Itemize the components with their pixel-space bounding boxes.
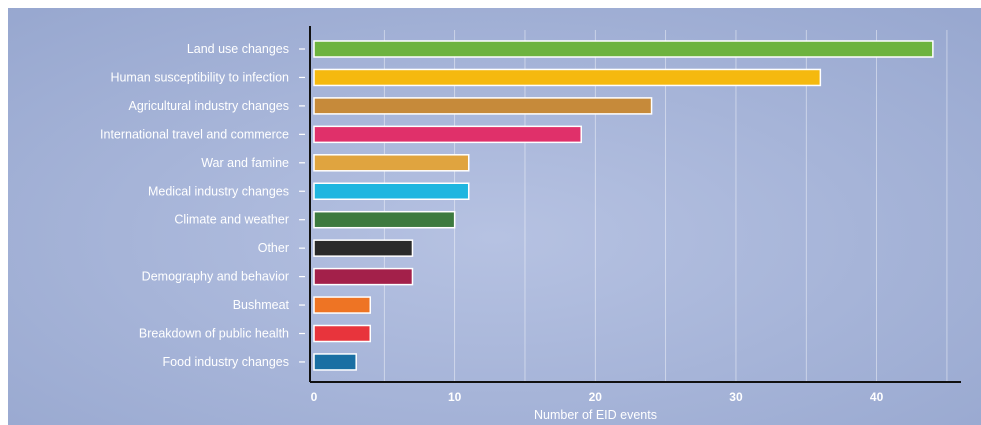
bars bbox=[313, 40, 934, 371]
x-axis-title: Number of EID events bbox=[534, 408, 657, 422]
bar-medical-industry-changes bbox=[313, 182, 470, 200]
chart-panel: Land use changes Human susceptibility to … bbox=[8, 8, 981, 425]
bar-bushmeat bbox=[313, 296, 372, 314]
bar-chart: Land use changes Human susceptibility to … bbox=[8, 8, 981, 425]
bar-other bbox=[313, 239, 414, 257]
x-tick-label: 10 bbox=[448, 390, 462, 404]
bar-agricultural-industry-changes bbox=[313, 97, 653, 115]
category-label: Food industry changes bbox=[163, 355, 289, 369]
category-labels: Land use changes Human susceptibility to … bbox=[100, 42, 290, 369]
x-tick-label: 20 bbox=[589, 390, 603, 404]
axes: 0 10 20 30 40 bbox=[299, 26, 961, 404]
bar-human-susceptibility-to-infection bbox=[313, 68, 822, 87]
category-label: Medical industry changes bbox=[148, 184, 289, 198]
x-tick-label: 40 bbox=[870, 390, 884, 404]
category-label: War and famine bbox=[201, 156, 289, 170]
category-label: Climate and weather bbox=[174, 213, 289, 227]
bar-demography-and-behavior bbox=[313, 267, 414, 286]
category-label: Demography and behavior bbox=[142, 270, 289, 284]
category-label: Land use changes bbox=[187, 42, 289, 56]
category-label: Bushmeat bbox=[233, 298, 290, 312]
bar-international-travel-and-commerce bbox=[313, 125, 582, 144]
bar-war-and-famine bbox=[313, 154, 470, 172]
grid-lines bbox=[383, 30, 948, 382]
bar-breakdown-of-public-health bbox=[313, 324, 372, 343]
x-tick-label: 30 bbox=[729, 390, 743, 404]
bar-climate-and-weather bbox=[313, 210, 456, 229]
x-tick-label: 0 bbox=[311, 390, 318, 404]
category-label: Human susceptibility to infection bbox=[110, 70, 289, 84]
bar-land-use-changes bbox=[313, 40, 934, 58]
category-label: Other bbox=[258, 241, 289, 255]
category-label: International travel and commerce bbox=[100, 127, 289, 141]
category-label: Breakdown of public health bbox=[139, 327, 289, 341]
category-label: Agricultural industry changes bbox=[129, 99, 290, 113]
bar-food-industry-changes bbox=[313, 353, 357, 371]
